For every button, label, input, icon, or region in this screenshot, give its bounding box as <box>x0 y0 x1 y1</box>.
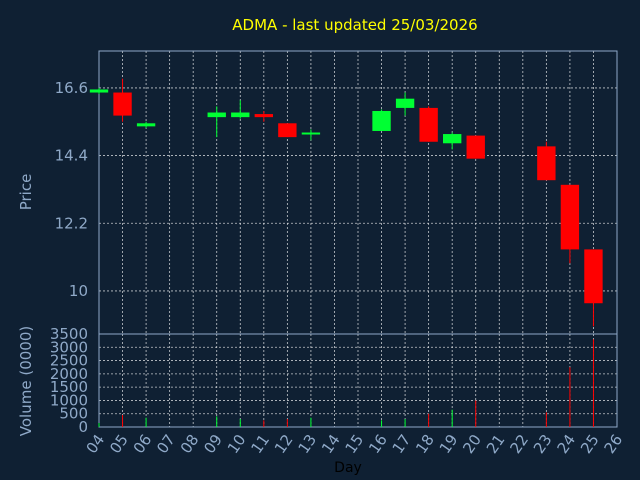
day-tick-label: 23 <box>530 431 556 457</box>
candle-body <box>136 123 156 127</box>
chart-title: ADMA - last updated 25/03/2026 <box>232 16 477 34</box>
volume-axis-label: Volume (0000) <box>17 326 35 436</box>
candle <box>89 87 109 95</box>
candle <box>254 110 274 122</box>
day-tick-label: 12 <box>271 431 297 457</box>
volume-tick-label: 2500 <box>50 352 88 370</box>
volume-tick-label: 3500 <box>50 325 88 343</box>
candle <box>113 78 132 122</box>
day-axis-label: Day <box>334 460 362 476</box>
candle <box>301 129 321 141</box>
day-tick-label: 15 <box>342 431 368 457</box>
candle-body <box>278 123 297 138</box>
candle <box>207 106 226 138</box>
price-tick-label: 12.2 <box>55 214 88 232</box>
day-tick-label: 18 <box>412 431 438 457</box>
candle-body <box>113 92 132 116</box>
price-tick-label: 16.6 <box>55 79 88 97</box>
candle <box>560 184 580 264</box>
candle-body <box>254 114 274 118</box>
candle-body <box>442 134 462 144</box>
candle <box>136 121 156 128</box>
day-tick-label: 07 <box>153 431 179 457</box>
day-tick-label: 14 <box>318 431 344 457</box>
candle <box>372 109 391 131</box>
candle <box>419 106 438 142</box>
volume-tick-label: 3000 <box>50 338 88 356</box>
candle-body <box>584 249 603 304</box>
day-tick-label: 17 <box>389 431 415 457</box>
volume-tick-label: 1500 <box>50 378 88 396</box>
day-tick-label: 10 <box>224 431 250 457</box>
day-tick-label: 08 <box>177 431 203 457</box>
candle-body <box>231 112 250 118</box>
candle-body <box>372 110 391 131</box>
volume-tick-label: 1000 <box>50 391 88 409</box>
day-tick-label: 25 <box>577 431 603 457</box>
candle <box>466 135 485 159</box>
candle <box>231 100 250 119</box>
volume-tick-label: 0 <box>78 418 88 436</box>
candle <box>278 123 297 138</box>
day-tick-label: 19 <box>436 431 462 457</box>
candlestick-series <box>89 78 603 327</box>
candle-body <box>301 132 321 135</box>
day-axis-ticks: 0405060708091011121314151617181920212223… <box>83 431 627 457</box>
candle <box>442 132 462 150</box>
price-tick-label: 10 <box>69 282 88 300</box>
candle-body <box>207 112 226 118</box>
price-axis-label: Price <box>17 174 35 211</box>
volume-series <box>98 339 594 427</box>
price-tick-label: 14.4 <box>55 147 88 165</box>
volume-tick-label: 2000 <box>50 365 88 383</box>
day-tick-label: 26 <box>601 431 627 457</box>
candle-body <box>419 107 438 142</box>
candle-body <box>537 146 556 181</box>
candle <box>395 92 415 116</box>
day-tick-label: 09 <box>200 431 226 457</box>
candle <box>537 141 556 181</box>
candle-body <box>560 184 580 250</box>
volume-gridlines <box>99 334 617 427</box>
candle <box>584 249 603 327</box>
day-tick-label: 06 <box>130 431 156 457</box>
day-tick-label: 24 <box>553 431 579 457</box>
day-tick-label: 21 <box>483 431 509 457</box>
day-tick-label: 16 <box>365 431 391 457</box>
candle-body <box>395 98 415 108</box>
volume-tick-label: 500 <box>59 405 88 423</box>
day-tick-label: 11 <box>247 431 273 457</box>
day-tick-label: 05 <box>106 431 132 457</box>
day-tick-label: 22 <box>506 431 532 457</box>
volume-panel-frame <box>98 333 618 428</box>
candle-body <box>89 89 109 93</box>
candle-body <box>466 135 485 159</box>
price-axis-ticks: 16.6 14.4 12.2 10 <box>55 79 88 300</box>
day-tick-label: 20 <box>459 431 485 457</box>
day-tick-label: 13 <box>294 431 320 457</box>
price-gridlines <box>99 51 617 334</box>
